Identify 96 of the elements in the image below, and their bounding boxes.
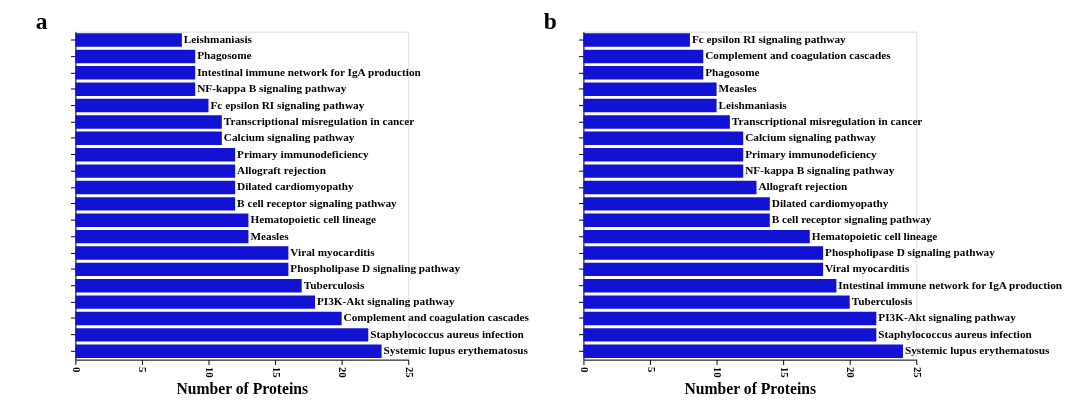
category-label: Allograft rejection <box>758 180 848 193</box>
category-label: Leishmaniasis <box>718 98 787 111</box>
bar <box>583 295 850 309</box>
category-label: Phospholipase D signaling pathway <box>290 262 461 275</box>
category-label: Tuberculosis <box>851 295 913 308</box>
category-label: PI3K-Akt signaling pathway <box>878 311 1016 324</box>
category-label: Dilated cardiomyopathy <box>771 196 889 209</box>
category-label: Staphylococcus aureus infection <box>878 327 1032 340</box>
bar <box>75 213 249 227</box>
bar <box>583 328 877 342</box>
category-label: Systemic lupus erythematosus <box>383 344 528 357</box>
bar <box>75 246 289 260</box>
category-label: Fc epsilon RI signaling pathway <box>210 98 365 111</box>
category-label: Intestinal immune network for IgA production <box>838 278 1063 291</box>
bar <box>75 66 196 80</box>
x-tick-label: 10 <box>712 366 725 378</box>
bar <box>583 33 690 47</box>
category-label: Tuberculosis <box>303 278 365 291</box>
category-label: Phagosome <box>705 65 760 78</box>
category-label: B cell receptor signaling pathway <box>237 196 397 209</box>
category-label: Calcium signaling pathway <box>745 131 876 144</box>
category-label: Phospholipase D signaling pathway <box>825 245 995 258</box>
category-label: Primary immunodeficiency <box>237 147 369 160</box>
bar <box>583 98 717 113</box>
category-label: NF-kappa B signaling pathway <box>745 164 895 177</box>
x-tick-label: 25 <box>911 366 924 378</box>
x-tick-label: 5 <box>645 366 658 373</box>
category-label: Dilated cardiomyopathy <box>237 180 354 193</box>
bar <box>583 246 824 260</box>
bar <box>583 344 903 358</box>
bar <box>75 344 382 358</box>
bar <box>583 197 770 211</box>
bar <box>583 49 704 64</box>
category-label: Transcriptional misregulation in cancer <box>223 114 415 127</box>
bar <box>583 82 717 96</box>
bar <box>75 82 196 96</box>
category-label: Hematopoietic cell lineage <box>811 229 938 242</box>
category-label: Allograft rejection <box>237 164 326 177</box>
bar <box>75 295 316 309</box>
x-axis-title: Number of Proteins <box>684 380 817 398</box>
category-label: Complement and coagulation cascades <box>343 311 529 324</box>
bar <box>583 131 744 146</box>
x-tick-label: 25 <box>403 366 416 378</box>
bar <box>75 311 342 326</box>
category-label: Complement and coagulation cascades <box>705 49 891 62</box>
bar <box>75 197 236 211</box>
category-label: Intestinal immune network for IgA production <box>197 65 421 78</box>
category-label: Measles <box>718 82 757 95</box>
bar <box>583 148 744 162</box>
bar <box>583 262 824 277</box>
chart-title: a <box>35 7 48 34</box>
bar <box>75 148 236 162</box>
category-label: Hematopoietic cell lineage <box>250 213 377 226</box>
bar <box>75 33 182 47</box>
chart-title: b <box>543 7 557 34</box>
x-tick-label: 5 <box>137 366 150 373</box>
category-label: Staphylococcus aureus infection <box>370 327 524 340</box>
x-tick-label: 0 <box>70 366 83 373</box>
category-label: Phagosome <box>197 49 252 62</box>
category-label: Measles <box>250 229 289 242</box>
bar <box>583 66 704 80</box>
category-label: PI3K-Akt signaling pathway <box>316 295 455 308</box>
category-label: NF-kappa B signaling pathway <box>197 82 347 95</box>
bar <box>75 328 369 342</box>
category-label: Transcriptional misregulation in cancer <box>731 114 923 127</box>
bar <box>75 279 302 293</box>
category-label: B cell receptor signaling pathway <box>771 213 932 226</box>
x-tick-label: 15 <box>778 366 791 378</box>
bar <box>75 180 236 195</box>
bar <box>583 311 877 326</box>
x-tick-label: 20 <box>845 366 858 378</box>
x-tick-label: 0 <box>579 366 591 373</box>
bar <box>583 229 810 244</box>
bar <box>583 213 770 227</box>
bar <box>583 180 757 195</box>
category-label: Viral myocarditis <box>290 245 375 258</box>
bar <box>75 131 222 146</box>
category-label: Calcium signaling pathway <box>223 131 355 144</box>
category-label: Viral myocarditis <box>825 262 910 275</box>
category-label: Leishmaniasis <box>183 32 252 45</box>
x-tick-label: 15 <box>270 366 283 378</box>
bar <box>583 279 837 293</box>
category-label: Primary immunodeficiency <box>745 147 877 160</box>
bar <box>75 262 289 277</box>
category-label: Fc epsilon RI signaling pathway <box>691 32 846 45</box>
bar <box>75 115 222 129</box>
bar <box>75 164 236 178</box>
bar <box>75 98 209 113</box>
bar <box>583 164 744 178</box>
x-tick-label: 20 <box>337 366 350 378</box>
bar <box>583 115 730 129</box>
x-tick-label: 10 <box>204 366 217 378</box>
bar <box>75 229 249 244</box>
bar <box>75 49 196 64</box>
category-label: Systemic lupus erythematosus <box>904 344 1050 357</box>
x-axis-title: Number of Proteins <box>176 380 309 398</box>
